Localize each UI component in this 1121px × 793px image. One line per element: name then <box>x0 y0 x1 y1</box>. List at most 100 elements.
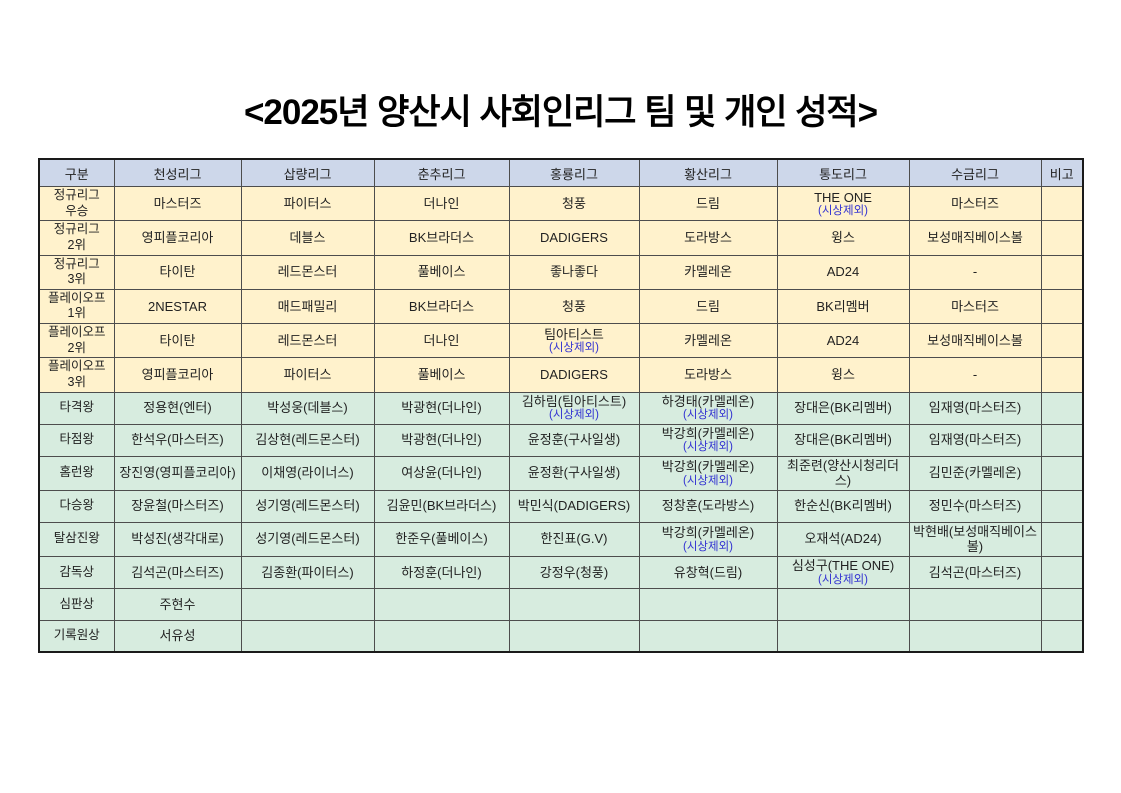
cell-text: 청풍 <box>562 195 586 211</box>
table-cell: 하정훈(더나인) <box>373 555 510 589</box>
table-cell <box>508 619 640 653</box>
table-cell: DADIGERS <box>508 357 640 393</box>
table-cell: 청풍 <box>508 288 640 325</box>
results-table: 구분 천성리그 삽량리그 춘추리그 홍룡리그 황산리그 통도리그 수금리그 비고 정규리그 우승… <box>38 158 1084 654</box>
row-label: 타점왕 <box>38 423 115 457</box>
table-cell: DADIGERS <box>508 220 640 256</box>
table-cell: 마스터즈 <box>908 288 1042 325</box>
cell-text: 장대은(BK리멤버) <box>794 432 892 448</box>
cell-text: BK브라더스 <box>408 230 475 246</box>
table-cell <box>1040 185 1084 222</box>
cell-text: - <box>972 264 978 280</box>
table-cell: 임재영(마스터즈) <box>908 391 1042 425</box>
table-cell: 윙스 <box>776 220 910 256</box>
cell-text: 장윤철(마스터즈) <box>131 498 224 514</box>
row-label: 홈런왕 <box>38 455 115 491</box>
table-cell: 정민수(마스터즈) <box>908 489 1042 523</box>
cell-text: 마스터즈 <box>951 298 999 314</box>
table-cell: 주현수 <box>113 587 242 621</box>
table-cell: 보성매직베이스볼 <box>908 322 1042 359</box>
table-cell: 이채영(라이너스) <box>240 455 375 491</box>
cell-text: 좋나좋다 <box>550 264 598 280</box>
table-row: 기록원상 서유성 <box>38 619 1084 653</box>
table-cell: 장대은(BK리멤버) <box>776 391 910 425</box>
cell-text: 하경태(카멜레온) <box>661 393 755 409</box>
cell-text: 임재영(마스터즈) <box>928 432 1022 448</box>
cell-text: 타이탄 <box>159 264 196 280</box>
cell-text: 윙스 <box>831 230 855 246</box>
cell-text: 더나인 <box>423 332 460 348</box>
cell-text: 윤정훈(구사일생) <box>527 432 621 448</box>
table-cell: 김윤민(BK브라더스) <box>373 489 510 523</box>
cell-text: 김석곤(마스터즈) <box>928 564 1022 580</box>
table-cell: 파이터스 <box>240 185 375 222</box>
table-cell: 박성웅(데블스) <box>240 391 375 425</box>
cell-text: 최준련(양산시청리더스) <box>787 457 899 489</box>
table-cell: 도라방스 <box>638 357 778 393</box>
cell-text: 유창혁(드림) <box>673 564 743 580</box>
cell-text: 매드패밀리 <box>277 298 338 314</box>
table-row: 다승왕 장윤철(마스터즈) 성기영(레드몬스터) 김윤민(BK브라더스) 박민식(DAD… <box>38 489 1084 523</box>
row-label: 심판상 <box>38 587 115 621</box>
cell-text: 김하림(팀아티스트) <box>521 393 627 409</box>
award-excluded-note: (시상제외) <box>549 409 599 422</box>
table-row: 홈런왕 장진영(영피플코리아) 이채영(라이너스) 여상윤(더나인) 윤정환(구사일생)… <box>38 455 1084 491</box>
table-cell: 강정우(청풍) <box>508 555 640 589</box>
cell-text: 더나인 <box>423 195 460 211</box>
table-cell <box>638 587 778 621</box>
table-cell: 윤정훈(구사일생) <box>508 423 640 457</box>
table-cell: 박광현(더나인) <box>373 391 510 425</box>
cell-text: 한석우(마스터즈) <box>131 432 224 448</box>
cell-text: 레드몬스터 <box>277 332 338 348</box>
award-excluded-note: (시상제외) <box>818 205 868 218</box>
table-cell <box>908 619 1042 653</box>
award-excluded-note: (시상제외) <box>683 540 733 553</box>
table-cell: 청풍 <box>508 185 640 222</box>
cell-text: 성기영(레드몬스터) <box>255 498 360 514</box>
cell-text: 카멜레온 <box>684 332 732 348</box>
header-row: 구분 천성리그 삽량리그 춘추리그 홍룡리그 황산리그 통도리그 수금리그 비고 <box>38 158 1084 187</box>
cell-text: 타이탄 <box>159 332 196 348</box>
row-label: 정규리그 우승 <box>38 185 115 222</box>
table-cell <box>1040 555 1084 589</box>
table-cell <box>373 587 510 621</box>
cell-text: 정민수(마스터즈) <box>928 498 1022 514</box>
cell-text: 정창훈(도라방스) <box>661 498 755 514</box>
cell-text: 데블스 <box>289 230 326 246</box>
table-cell: 한진표(G.V) <box>508 521 640 557</box>
column-header: 구분 <box>38 158 115 187</box>
table-row: 정규리그 3위 타이탄 레드몬스터 풀베이스 좋나좋다 카멜레온 AD24 - <box>38 254 1084 290</box>
table-cell: 김석곤(마스터즈) <box>113 555 242 589</box>
column-header: 비고 <box>1040 158 1084 187</box>
cell-text: 박성웅(데블스) <box>267 400 348 416</box>
cell-text: 장진영(영피플코리아) <box>119 465 236 481</box>
cell-text: 성기영(레드몬스터) <box>255 531 360 547</box>
table-cell: 윙스 <box>776 357 910 393</box>
cell-text: 마스터즈 <box>153 195 202 211</box>
table-cell: BK리멤버 <box>776 288 910 325</box>
table-cell: 타이탄 <box>113 254 242 290</box>
table-body: 정규리그 우승 마스터즈 파이터스 더나인 청풍 드림 THE ONE (시상제외) 마스터즈 정… <box>38 185 1084 653</box>
table-row: 플레이오프 3위 영피플코리아 파이터스 풀베이스 DADIGERS 도라방스 윙스 - <box>38 357 1084 393</box>
table-cell: 심성구(THE ONE) (시상제외) <box>776 555 910 589</box>
table-row: 타격왕 정용현(엔터) 박성웅(데블스) 박광현(더나인) 김하림(팀아티스트) (시상제… <box>38 391 1084 425</box>
cell-text: 장대은(BK리멤버) <box>794 400 892 416</box>
table-cell: 타이탄 <box>113 322 242 359</box>
table-cell <box>1040 423 1084 457</box>
table-cell: 마스터즈 <box>113 185 242 222</box>
table-cell: 정창훈(도라방스) <box>638 489 778 523</box>
table-cell: 박강희(카멜레온) (시상제외) <box>638 455 778 491</box>
table-cell <box>508 587 640 621</box>
cell-text: 레드몬스터 <box>277 264 338 280</box>
cell-text: 박현배(보성매직베이스볼) <box>913 523 1037 555</box>
column-header: 천성리그 <box>113 158 242 187</box>
table-cell <box>1040 322 1084 359</box>
table-cell: 마스터즈 <box>908 185 1042 222</box>
table-cell: 최준련(양산시청리더스) <box>776 455 910 491</box>
table-cell <box>908 587 1042 621</box>
cell-text: - <box>972 367 978 383</box>
cell-text: 도라방스 <box>684 230 732 246</box>
table-cell: 임재영(마스터즈) <box>908 423 1042 457</box>
cell-text: 박강희(카멜레온) <box>661 458 755 474</box>
